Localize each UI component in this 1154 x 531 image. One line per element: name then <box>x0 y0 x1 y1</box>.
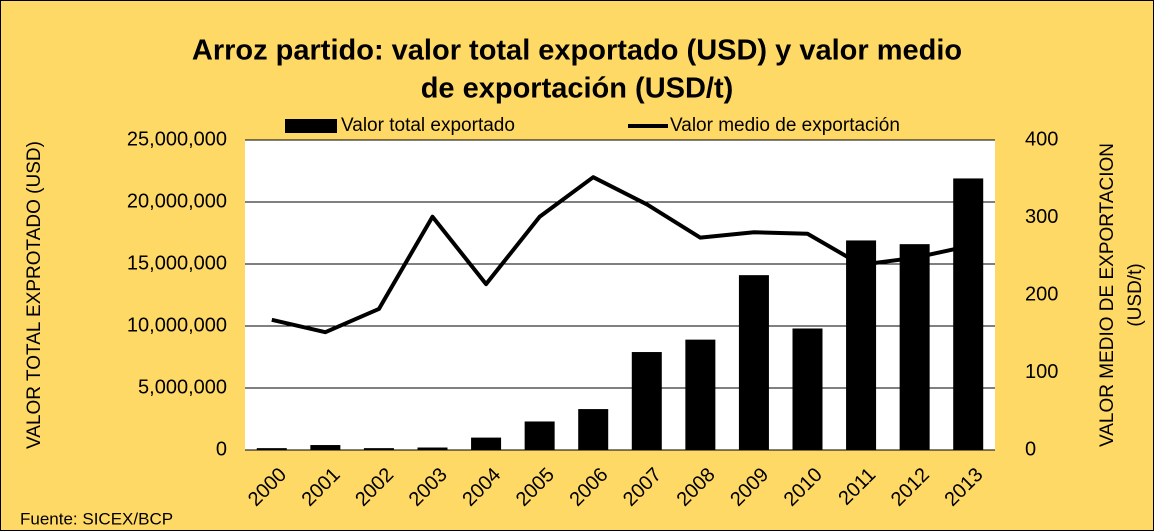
bar <box>846 240 877 450</box>
chart-title: de exportación (USD/t) <box>421 73 734 105</box>
y2-tick-label: 200 <box>1025 283 1058 305</box>
bar <box>578 409 609 450</box>
bar <box>417 447 448 450</box>
legend-label: Valor total exportado <box>341 115 515 136</box>
y2-tick-label: 0 <box>1025 438 1036 460</box>
legend-label: Valor medio de exportación <box>670 115 900 136</box>
y-tick-label: 0 <box>216 438 227 460</box>
bar <box>631 352 662 450</box>
y2-tick-label: 300 <box>1025 206 1058 228</box>
y-tick-label: 10,000,000 <box>127 314 227 336</box>
bar <box>792 328 823 450</box>
bar <box>310 445 341 450</box>
line-series <box>271 175 969 335</box>
y-tick-label: 15,000,000 <box>127 252 227 274</box>
bar <box>363 448 394 450</box>
source-note: Fuente: SICEX/BCP <box>20 509 173 528</box>
bar <box>471 437 502 450</box>
bar <box>685 339 716 450</box>
legend-swatch <box>285 119 337 133</box>
y2-axis-title: VALOR MEDIO DE EXPORTACION <box>1097 143 1118 447</box>
bar <box>256 448 287 450</box>
bar <box>524 421 555 450</box>
y2-axis-title: (USD/t) <box>1125 263 1146 326</box>
y2-tick-label: 100 <box>1025 361 1058 383</box>
y-tick-label: 25,000,000 <box>127 128 227 150</box>
chart-title: Arroz partido: valor total exportado (US… <box>192 35 962 67</box>
y-tick-label: 20,000,000 <box>127 190 227 212</box>
y-tick-label: 5,000,000 <box>138 376 227 398</box>
plot-area <box>245 140 995 450</box>
y-axis-title: VALOR TOTAL EXPROTADO (USD) <box>24 141 45 449</box>
y2-tick-label: 400 <box>1025 128 1058 150</box>
bar <box>899 244 930 450</box>
bar <box>953 178 984 450</box>
bar <box>738 275 769 450</box>
